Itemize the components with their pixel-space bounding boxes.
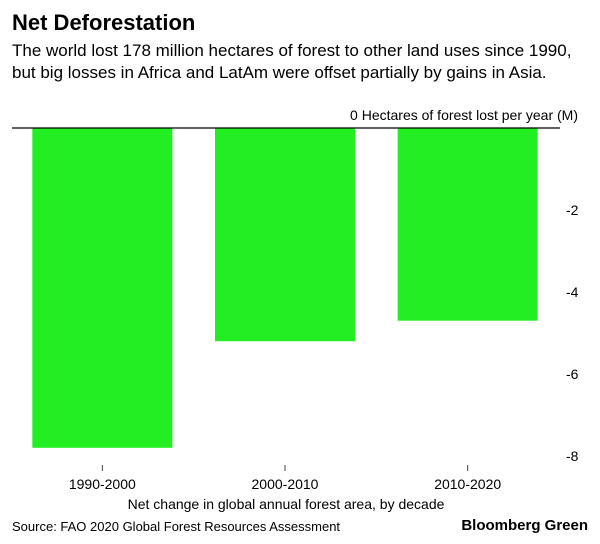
y-tick-label: -6: [566, 366, 579, 382]
y-axis-label: 0 Hectares of forest lost per year (M): [350, 107, 578, 123]
x-tick-label: 2000-2010: [252, 476, 319, 492]
y-tick-label: -8: [566, 448, 579, 464]
x-tick-label: 1990-2000: [69, 476, 136, 492]
x-axis: 1990-2000 2000-2010 2010-2020: [69, 465, 501, 492]
chart-title: Net Deforestation: [12, 10, 196, 35]
source-note: Source: FAO 2020 Global Forest Resources…: [12, 519, 341, 534]
bar-1990-2000: [32, 128, 173, 448]
x-tick-label: 2010-2020: [434, 476, 501, 492]
y-axis: -2 -4 -6 -8: [566, 202, 579, 464]
x-axis-label: Net change in global annual forest area,…: [128, 496, 445, 512]
bars-group: [32, 128, 538, 448]
bar-2000-2010: [215, 128, 355, 342]
y-tick-label: -4: [566, 284, 579, 300]
y-tick-label: -2: [566, 202, 579, 218]
brand-logo: Bloomberg Green: [461, 517, 588, 534]
bar-2010-2020: [397, 128, 538, 321]
chart-subtitle: The world lost 178 million hectares of f…: [12, 41, 572, 82]
